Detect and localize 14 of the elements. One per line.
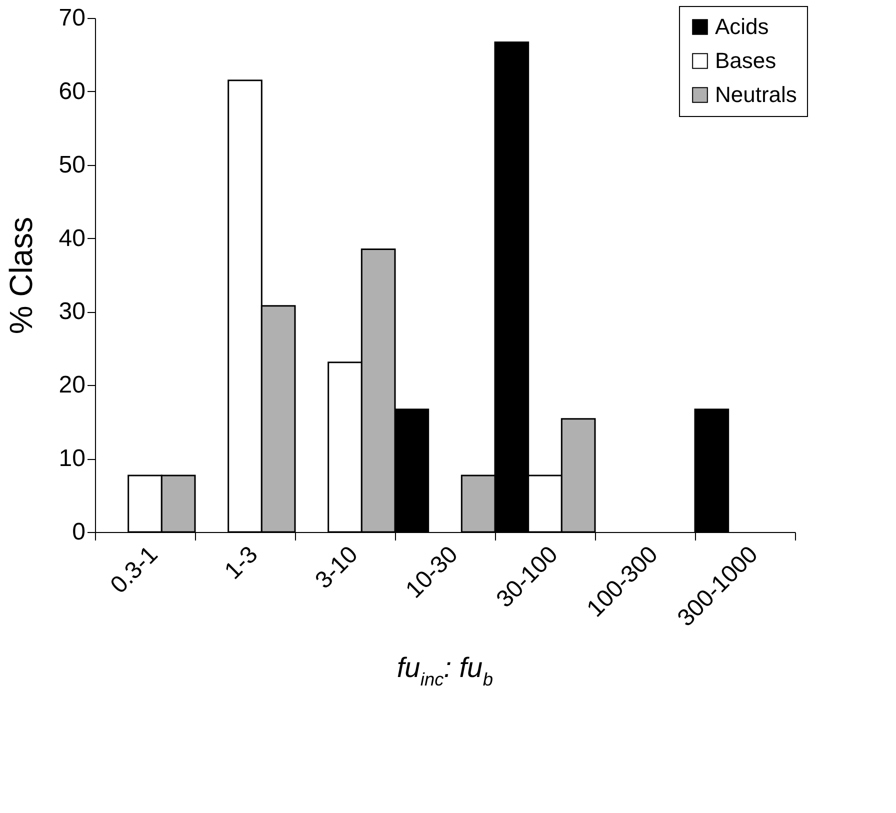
legend-label: Neutrals (715, 82, 797, 107)
y-tick-label: 30 (58, 298, 86, 326)
legend-label: Bases (715, 48, 776, 73)
y-axis-title: % Class (2, 216, 39, 334)
y-tick-label: 70 (58, 4, 86, 32)
y-tick-label: 20 (58, 372, 86, 399)
x-tick-label: 1-3 (220, 541, 264, 585)
x-tick-label: 3-10 (310, 541, 364, 594)
y-tick-label: 40 (58, 224, 86, 252)
y-tick-label: 10 (58, 445, 86, 472)
y-tick-label: 0 (72, 518, 86, 546)
y-tick-label: 50 (58, 151, 86, 178)
legend-label: Acids (715, 14, 769, 39)
y-tick-label: 60 (58, 78, 86, 105)
